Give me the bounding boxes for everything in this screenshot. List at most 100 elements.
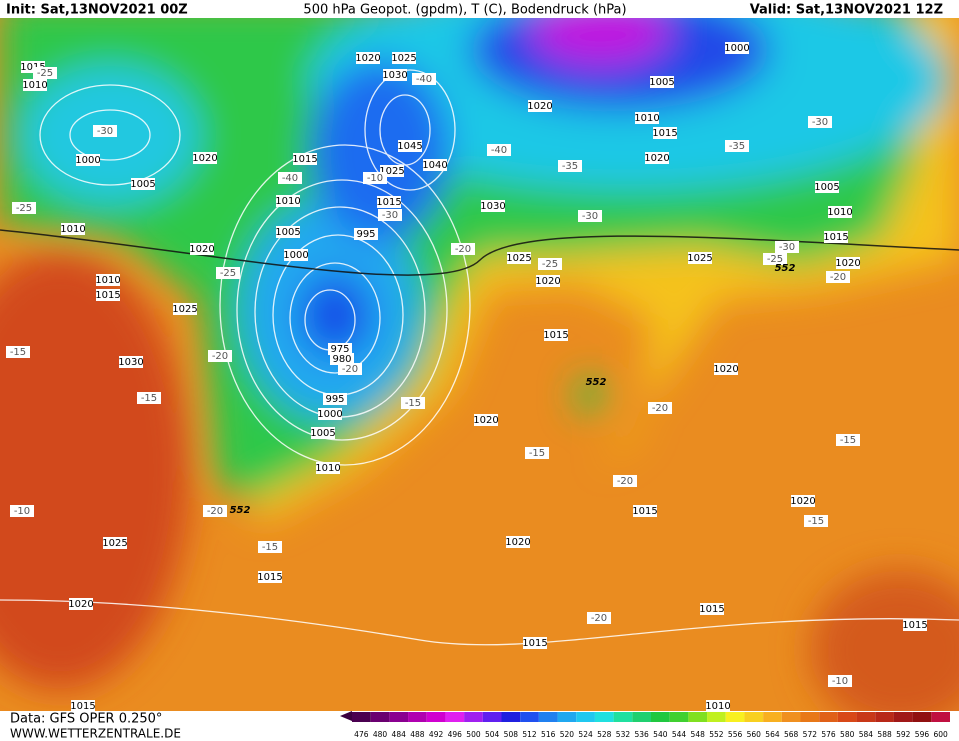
valid-time: Valid: Sat,13NOV2021 12Z (750, 3, 943, 18)
temperature-label-box (826, 271, 850, 283)
isobar-label-box (507, 252, 531, 264)
temperature-label-box (12, 202, 36, 214)
temperature-label-box (525, 447, 549, 459)
colorbar-swatch (707, 712, 726, 722)
isobar-label-box (828, 206, 852, 218)
isobar-label: 1015 (543, 330, 568, 341)
colorbar-label: 524 (578, 730, 593, 739)
colorbar-swatch (482, 712, 502, 722)
isobar-label: 1010 (634, 113, 659, 124)
website: WWW.WETTERZENTRALE.DE (10, 727, 181, 741)
temperature-label-box (216, 267, 240, 279)
colorbar-swatch (781, 712, 801, 722)
isobar-label-box (71, 700, 95, 712)
isobar-label-box (650, 76, 674, 88)
colorbar-label: 596 (915, 730, 930, 739)
temperature-label: -40 (416, 74, 432, 85)
colorbar-swatch (408, 712, 427, 722)
isobar-label: 995 (356, 229, 375, 240)
isobar-label: 1025 (391, 53, 416, 64)
isobar-label-box (653, 127, 677, 139)
isobar-label: 1010 (827, 207, 852, 218)
colorbar-swatch (688, 712, 708, 722)
isobar-label-box (356, 52, 380, 64)
temperature-label: -15 (262, 542, 278, 553)
isobar-label: 1030 (118, 357, 143, 368)
temperature-label-box (763, 253, 787, 265)
colorbar-swatch (837, 712, 857, 722)
temperature-label: -25 (220, 268, 236, 279)
isobar-label-box (725, 42, 749, 54)
isobar-label: 1030 (480, 201, 505, 212)
isobar-label: 1010 (95, 275, 120, 286)
isobar-label-box (284, 249, 308, 261)
isobar-label-box (328, 343, 352, 355)
colorbar-label: 504 (485, 730, 500, 739)
isobar-label: 1025 (687, 253, 712, 264)
temperature-label: -20 (342, 364, 358, 375)
isobar-label-box (474, 414, 498, 426)
temperature-label: -10 (14, 506, 30, 517)
temperature-label: -20 (207, 506, 223, 517)
colorbar-swatch (389, 712, 409, 722)
isobar-label: 1020 (535, 276, 560, 287)
colorbar-arrow-left (340, 711, 352, 721)
labels: 1015 1010 1000 1005 1020 1015 1010 1005 1000 1020… (6, 42, 928, 712)
isobar-label-box (103, 537, 127, 549)
isobar-label: 1020 (713, 364, 738, 375)
isobar-label: 975 (330, 344, 349, 355)
isobar (289, 262, 381, 374)
isobar-label: 1045 (397, 141, 422, 152)
isobar-label: 1015 (292, 154, 317, 165)
temperature-label-box (378, 209, 402, 221)
isobar-label-box (688, 252, 712, 264)
temperature-label: -25 (767, 254, 783, 265)
colorbar-label: 476 (354, 730, 369, 739)
isobar (69, 109, 151, 161)
isobar-label: 1020 (189, 244, 214, 255)
colorbar-label: 516 (541, 730, 556, 739)
isobar-label-box (354, 228, 378, 240)
colorbar-label: 592 (896, 730, 911, 739)
isobar-label: 1015 (902, 620, 927, 631)
temperature-label: -20 (652, 403, 668, 414)
isobar-label: 1020 (644, 153, 669, 164)
isobar-label: 1005 (814, 182, 839, 193)
isobar-label-box (311, 427, 335, 439)
temperature-label-box (558, 160, 582, 172)
colorbar-swatch (725, 712, 745, 722)
isobar-label-box (528, 100, 552, 112)
colorbar-label: 488 (410, 730, 425, 739)
colorbar-label: 520 (560, 730, 575, 739)
isobar-label: 1040 (422, 160, 447, 171)
colorbar-swatch (426, 712, 446, 722)
colorbar-swatch (613, 712, 633, 722)
temperature-label-box (538, 258, 562, 270)
isobar-label: 1025 (506, 253, 531, 264)
isobar-label-box (323, 393, 347, 405)
isobar-label-box (96, 274, 120, 286)
colorbar-swatch (352, 712, 371, 722)
isobar (0, 599, 959, 646)
isobar-label: 1010 (60, 224, 85, 235)
isobar-label: 1015 (699, 604, 724, 615)
colorbar-swatch (370, 712, 390, 722)
isobar-label-box (714, 363, 738, 375)
isobar-label-box (392, 52, 416, 64)
colorbar-label: 548 (691, 730, 706, 739)
temperature-label-box (775, 241, 799, 253)
colorbar-swatch (651, 712, 670, 722)
temperature-label-box (203, 505, 227, 517)
isobar-label-box (706, 700, 730, 712)
temperature-label-box (804, 515, 828, 527)
colorbar-swatch (800, 712, 820, 722)
colorbar-swatch (501, 712, 521, 722)
isobar-label-box (173, 303, 197, 315)
isobar (364, 69, 456, 191)
colorbar-label: 584 (859, 730, 874, 739)
isobar-label: 1005 (130, 179, 155, 190)
isobar-label-box (330, 353, 354, 365)
temperature-label-box (338, 363, 362, 375)
isobar-label: 1015 (632, 506, 657, 517)
